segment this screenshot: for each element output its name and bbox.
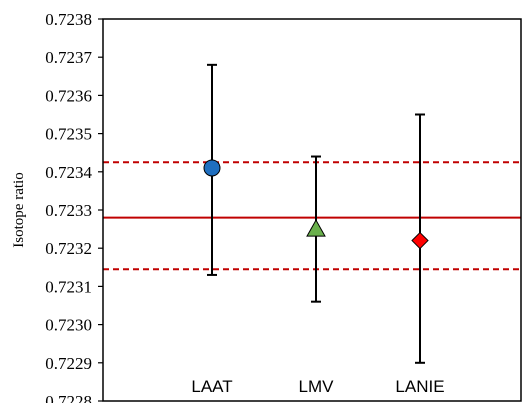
error-bars: [207, 63, 425, 364]
data-point-laat: [203, 159, 221, 177]
data-markers: [203, 159, 429, 250]
y-tick-label: 0.7233: [45, 201, 92, 220]
reference-lines: [103, 161, 521, 271]
y-axis-ticks: 0.7228 0.7229 0.7230 0.7231 0.7232 0.7233 0.72…: [45, 10, 103, 403]
category-labels: LAAT LMV LANIE: [191, 377, 444, 396]
y-tick-label: 0.7229: [45, 354, 92, 373]
category-label-laat: LAAT: [191, 377, 232, 396]
y-tick-label: 0.7238: [45, 10, 92, 29]
plot-area-frame: [102, 18, 522, 402]
y-tick-label: 0.7236: [45, 86, 92, 105]
category-label-lanie: LANIE: [395, 377, 444, 396]
data-point-lmv: [306, 219, 326, 237]
y-axis-title: Isotope ratio: [11, 172, 27, 247]
y-tick-label: 0.7234: [45, 163, 92, 182]
y-tick-label: 0.7235: [45, 125, 92, 144]
y-tick-label: 0.7231: [45, 277, 92, 296]
y-tick-label: 0.7230: [45, 316, 92, 335]
y-tick-label: 0.7232: [45, 239, 92, 258]
category-label-lmv: LMV: [299, 377, 335, 396]
y-tick-label: 0.7228: [45, 392, 92, 403]
y-tick-label: 0.7237: [45, 48, 92, 67]
data-point-lanie: [411, 231, 429, 250]
